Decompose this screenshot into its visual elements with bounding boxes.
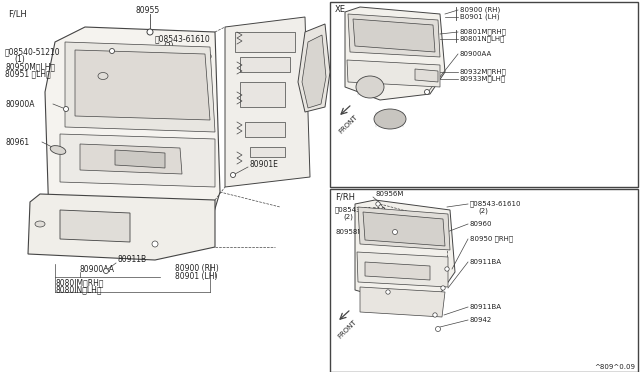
- Text: 80961: 80961: [5, 138, 29, 147]
- Polygon shape: [355, 200, 455, 300]
- Circle shape: [441, 286, 445, 290]
- Text: B0901 (LH): B0901 (LH): [460, 14, 500, 20]
- Text: 80933M〈LH〉: 80933M〈LH〉: [460, 76, 506, 82]
- Circle shape: [435, 327, 440, 331]
- Text: (1): (1): [14, 55, 25, 64]
- Text: 80932M〈RH〉: 80932M〈RH〉: [460, 69, 507, 75]
- Polygon shape: [250, 147, 285, 157]
- Polygon shape: [358, 207, 450, 250]
- Text: Ⓝ08540-51210: Ⓝ08540-51210: [5, 48, 61, 57]
- Circle shape: [63, 106, 68, 112]
- Text: 80900 (RH): 80900 (RH): [460, 7, 500, 13]
- Text: 80900 (RH): 80900 (RH): [175, 264, 219, 273]
- Polygon shape: [348, 14, 440, 57]
- Text: 80950M〈LH〉: 80950M〈LH〉: [5, 62, 55, 71]
- Text: 80952P: 80952P: [183, 54, 212, 62]
- Polygon shape: [60, 134, 215, 187]
- Polygon shape: [240, 82, 285, 107]
- Circle shape: [424, 90, 429, 94]
- Text: 80801N〈LH〉: 80801N〈LH〉: [460, 36, 506, 42]
- Polygon shape: [360, 287, 445, 317]
- Ellipse shape: [356, 76, 384, 98]
- Polygon shape: [45, 27, 220, 257]
- Text: Ⓝ08543-61610: Ⓝ08543-61610: [470, 201, 522, 207]
- Text: F/LH: F/LH: [8, 10, 27, 19]
- Text: (2): (2): [163, 42, 173, 51]
- Bar: [330, 2, 638, 187]
- Polygon shape: [415, 69, 438, 82]
- Polygon shape: [302, 35, 326, 108]
- Polygon shape: [357, 252, 448, 287]
- Text: 80911B: 80911B: [118, 256, 147, 264]
- Polygon shape: [298, 24, 330, 112]
- Polygon shape: [115, 150, 165, 168]
- Text: (2): (2): [478, 208, 488, 214]
- Ellipse shape: [374, 109, 406, 129]
- Text: 80901E: 80901E: [250, 160, 279, 169]
- Circle shape: [109, 48, 115, 54]
- Text: 80960: 80960: [470, 221, 493, 227]
- Circle shape: [230, 173, 236, 177]
- Text: 80955: 80955: [135, 6, 159, 15]
- Ellipse shape: [98, 73, 108, 80]
- Polygon shape: [353, 19, 435, 52]
- Circle shape: [386, 290, 390, 294]
- Circle shape: [147, 29, 153, 35]
- Text: 80950 〈RH〉: 80950 〈RH〉: [470, 236, 513, 242]
- Text: XE: XE: [335, 4, 346, 13]
- Polygon shape: [345, 7, 445, 100]
- Text: 80900AA: 80900AA: [80, 264, 115, 273]
- Circle shape: [445, 267, 449, 271]
- Text: Ⓝ08543-61610: Ⓝ08543-61610: [335, 207, 387, 213]
- Polygon shape: [80, 144, 182, 174]
- Text: 80900AA: 80900AA: [460, 51, 492, 57]
- Polygon shape: [347, 60, 440, 87]
- Circle shape: [433, 313, 437, 317]
- Text: 80801M〈RH〉: 80801M〈RH〉: [460, 29, 507, 35]
- Polygon shape: [245, 122, 285, 137]
- Text: 80942: 80942: [470, 317, 492, 323]
- Circle shape: [104, 269, 109, 273]
- Polygon shape: [28, 194, 215, 260]
- Circle shape: [376, 202, 380, 206]
- Circle shape: [392, 230, 397, 234]
- Text: FRONT: FRONT: [337, 318, 358, 340]
- Text: FRONT: FRONT: [338, 113, 359, 134]
- Text: 80951 〈LH〉: 80951 〈LH〉: [5, 70, 51, 78]
- Text: 80956M: 80956M: [375, 191, 403, 197]
- Text: Ⓝ08543-61610: Ⓝ08543-61610: [155, 35, 211, 44]
- Bar: [330, 189, 638, 372]
- Polygon shape: [75, 50, 210, 120]
- Polygon shape: [60, 210, 130, 242]
- Text: (2): (2): [343, 214, 353, 220]
- Text: 80900A: 80900A: [5, 99, 35, 109]
- Text: ^809^0.09: ^809^0.09: [594, 364, 635, 370]
- Text: 80901 (LH): 80901 (LH): [175, 273, 218, 282]
- Text: F/RH: F/RH: [335, 192, 355, 202]
- Text: 80911BA: 80911BA: [470, 259, 502, 265]
- Text: 8080IM〈RH〉: 8080IM〈RH〉: [55, 279, 104, 288]
- Text: 8080IN〈LH〉: 8080IN〈LH〉: [55, 285, 102, 295]
- Polygon shape: [235, 32, 295, 52]
- Text: 80958M: 80958M: [335, 229, 364, 235]
- Polygon shape: [225, 17, 310, 187]
- Polygon shape: [363, 212, 445, 246]
- Polygon shape: [65, 42, 215, 132]
- Text: 80911BA: 80911BA: [470, 304, 502, 310]
- Ellipse shape: [35, 221, 45, 227]
- Circle shape: [152, 241, 158, 247]
- Polygon shape: [240, 57, 290, 72]
- Ellipse shape: [50, 145, 66, 154]
- Polygon shape: [365, 262, 430, 280]
